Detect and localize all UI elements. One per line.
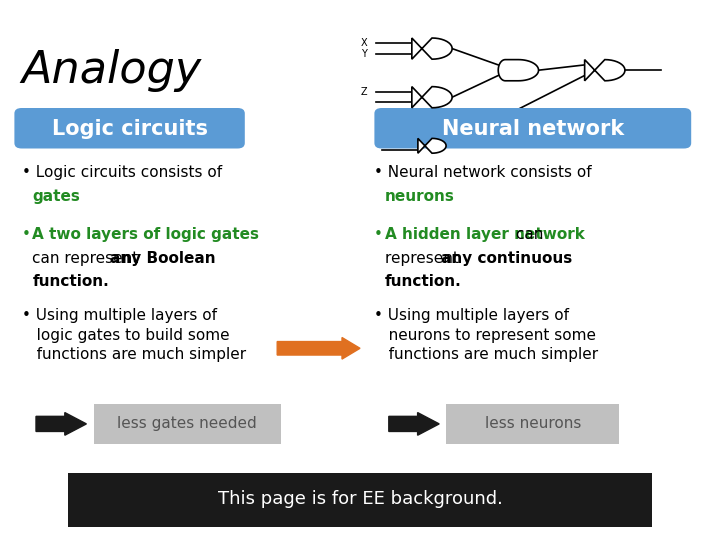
Text: less gates needed: less gates needed	[117, 416, 257, 431]
Text: • Using multiple layers of
   logic gates to build some
   functions are much si: • Using multiple layers of logic gates t…	[22, 308, 246, 362]
Text: less neurons: less neurons	[485, 416, 581, 431]
Text: This page is for EE background.: This page is for EE background.	[217, 490, 503, 509]
FancyBboxPatch shape	[14, 108, 245, 148]
Text: •: •	[22, 227, 35, 242]
Text: represent: represent	[385, 251, 464, 266]
Text: Neural network: Neural network	[441, 118, 624, 139]
Text: A two layers of logic gates: A two layers of logic gates	[32, 227, 259, 242]
FancyBboxPatch shape	[374, 108, 691, 148]
FancyArrow shape	[277, 338, 360, 359]
Text: • Logic circuits consists of: • Logic circuits consists of	[22, 165, 227, 180]
Text: any Boolean: any Boolean	[110, 251, 216, 266]
Text: Y: Y	[361, 49, 367, 59]
Text: function.: function.	[32, 274, 109, 289]
Polygon shape	[498, 59, 539, 81]
Polygon shape	[412, 38, 452, 59]
Text: •: •	[374, 227, 388, 242]
FancyBboxPatch shape	[446, 404, 619, 444]
FancyArrow shape	[36, 413, 86, 435]
Text: can represent: can represent	[32, 251, 143, 266]
FancyBboxPatch shape	[94, 404, 281, 444]
Text: Z: Z	[361, 87, 367, 97]
FancyArrow shape	[389, 413, 439, 435]
Text: • Using multiple layers of
   neurons to represent some
   functions are much si: • Using multiple layers of neurons to re…	[374, 308, 598, 362]
Text: any continuous: any continuous	[441, 251, 572, 266]
Text: X: X	[361, 38, 367, 48]
Text: • Neural network consists of: • Neural network consists of	[374, 165, 597, 180]
Polygon shape	[412, 86, 452, 108]
FancyBboxPatch shape	[68, 472, 652, 526]
Polygon shape	[585, 59, 625, 81]
Polygon shape	[418, 138, 446, 153]
Text: gates: gates	[32, 189, 80, 204]
Text: can: can	[511, 227, 544, 242]
Text: Logic circuits: Logic circuits	[52, 118, 207, 139]
Text: function.: function.	[385, 274, 462, 289]
Text: neurons: neurons	[385, 189, 455, 204]
Text: Analogy: Analogy	[22, 49, 202, 92]
Text: A hidden layer network: A hidden layer network	[385, 227, 585, 242]
